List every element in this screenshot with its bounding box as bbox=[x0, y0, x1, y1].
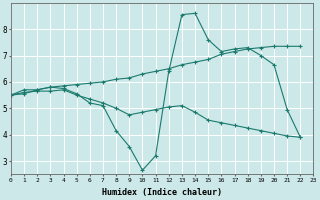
X-axis label: Humidex (Indice chaleur): Humidex (Indice chaleur) bbox=[102, 188, 222, 197]
